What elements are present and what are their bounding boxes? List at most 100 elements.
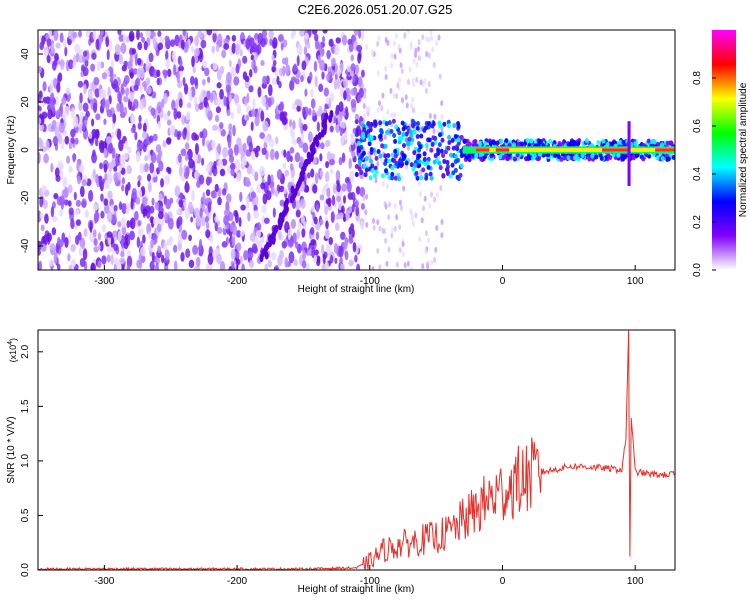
spectrogram-cell — [205, 263, 211, 270]
spectrogram-cell — [230, 248, 236, 260]
spectrogram-y-ticks: -40 -20 0 20 40 — [20, 48, 43, 253]
spectrogram-cell — [576, 156, 581, 162]
spectrogram-cell — [323, 87, 329, 97]
spectrogram-cell — [304, 88, 308, 97]
spectrogram-cell — [216, 69, 222, 81]
spectrogram-cell — [75, 219, 81, 227]
spectrogram-cell — [340, 136, 345, 146]
spectrogram-cell — [354, 172, 359, 178]
spectrogram-cell — [143, 83, 147, 92]
spectrogram-cell — [436, 147, 441, 153]
spectrogram-cell — [279, 101, 284, 113]
spectrogram-cell — [442, 121, 447, 127]
spectrogram-cell — [235, 43, 240, 56]
spectrogram-cell — [411, 154, 415, 161]
spectrogram-cell — [244, 75, 250, 83]
spectrogram-cell — [400, 120, 405, 126]
spectrogram-cell — [235, 250, 240, 260]
spectrogram-cell — [641, 156, 646, 162]
spectrogram-cell — [74, 209, 80, 216]
spectrogram-cell — [57, 236, 61, 247]
spectrogram-cell — [646, 138, 651, 144]
spectrogram-cell — [64, 135, 70, 145]
spectrogram-cell — [356, 44, 363, 53]
spectrogram-cell — [299, 156, 304, 164]
spectrogram-cell — [327, 197, 332, 208]
spectrogram-cell — [498, 154, 503, 160]
spectrogram-cell — [512, 156, 517, 162]
spectrogram-cell — [350, 63, 356, 71]
spectrogram-cell — [424, 248, 428, 255]
spectrogram-cell — [249, 37, 255, 48]
spectrogram-cell — [226, 109, 231, 117]
spectrogram-cell — [330, 92, 335, 102]
spectrogram-cell — [556, 154, 561, 160]
spectrogram-cell — [411, 77, 415, 84]
spectrogram-cell — [433, 257, 437, 264]
spectrogram-cell — [214, 183, 219, 193]
spectrogram-cell — [131, 187, 138, 200]
spectrogram-cell — [376, 107, 380, 114]
spectrogram-cell — [108, 161, 113, 173]
spectrogram-cell — [418, 236, 422, 243]
spectrogram-cell — [212, 62, 218, 71]
spectrogram-cell — [78, 49, 85, 57]
spectrogram-cell — [404, 94, 408, 101]
spectrogram-cell — [83, 83, 87, 95]
spectrogram-cell — [400, 68, 404, 75]
spectrogram-cell — [424, 230, 428, 237]
spectrogram-cell — [118, 101, 124, 114]
spectrogram-cell — [456, 137, 461, 143]
spectrogram-cell — [384, 168, 389, 174]
spectrogram-cell — [250, 54, 255, 61]
spectrogram-cell — [277, 255, 283, 267]
spectrogram-cell — [383, 161, 388, 167]
spectrogram-cell — [406, 144, 410, 151]
spectrogram-cell — [41, 111, 48, 119]
spectrogram-cell — [158, 193, 163, 201]
spectrogram-cell — [441, 153, 446, 159]
spectrogram-cell — [357, 52, 362, 64]
spectrogram-cell — [107, 141, 113, 154]
spectrogram-cell — [236, 104, 242, 115]
spectrogram-cell — [79, 164, 85, 173]
spectrogram-cell — [101, 97, 106, 109]
spectrogram-cell — [415, 125, 420, 131]
spectrogram-cell — [529, 138, 534, 144]
spectrogram-cell — [364, 209, 368, 216]
spectrogram-cell — [67, 184, 73, 194]
spectrogram-cell — [340, 231, 346, 240]
spectrogram-cell — [423, 195, 427, 202]
spectrogram-cell — [293, 259, 298, 267]
spectrogram-cell — [337, 115, 341, 127]
spectrogram-cell — [121, 64, 128, 72]
spectrogram-cell — [419, 175, 424, 181]
spectrogram-cell — [50, 42, 55, 55]
spectrogram-cell — [660, 156, 665, 162]
signal-spike — [627, 121, 631, 186]
spectrogram-cell — [359, 170, 364, 176]
spectrogram-cell — [263, 136, 270, 144]
spectrogram-cell — [254, 150, 259, 158]
spectrogram-cell — [42, 81, 47, 92]
spectrogram-cell — [112, 113, 117, 124]
spectrogram-cell — [425, 36, 429, 43]
spectrogram-cell — [45, 139, 50, 151]
spectrogram-cell — [325, 160, 330, 169]
spectrogram-cell — [228, 155, 235, 164]
spectrogram-cell — [239, 255, 243, 265]
spectrogram-cell — [316, 121, 320, 132]
spectrogram-cell — [336, 195, 342, 202]
spectrogram-cell — [439, 148, 444, 154]
spectrogram-cell — [205, 222, 210, 230]
spectrogram-cell — [275, 136, 279, 145]
spectrogram-cell — [268, 138, 275, 148]
spectrogram-cell — [106, 231, 113, 238]
spectrogram-cell — [177, 153, 182, 163]
spectrogram-cell — [228, 266, 233, 270]
spectrogram-cell — [250, 121, 254, 132]
spectrogram-cell — [231, 235, 236, 247]
spectrogram-cell — [101, 72, 108, 80]
x-tick-label: -300 — [94, 276, 114, 287]
spectrogram-cell — [59, 58, 65, 71]
